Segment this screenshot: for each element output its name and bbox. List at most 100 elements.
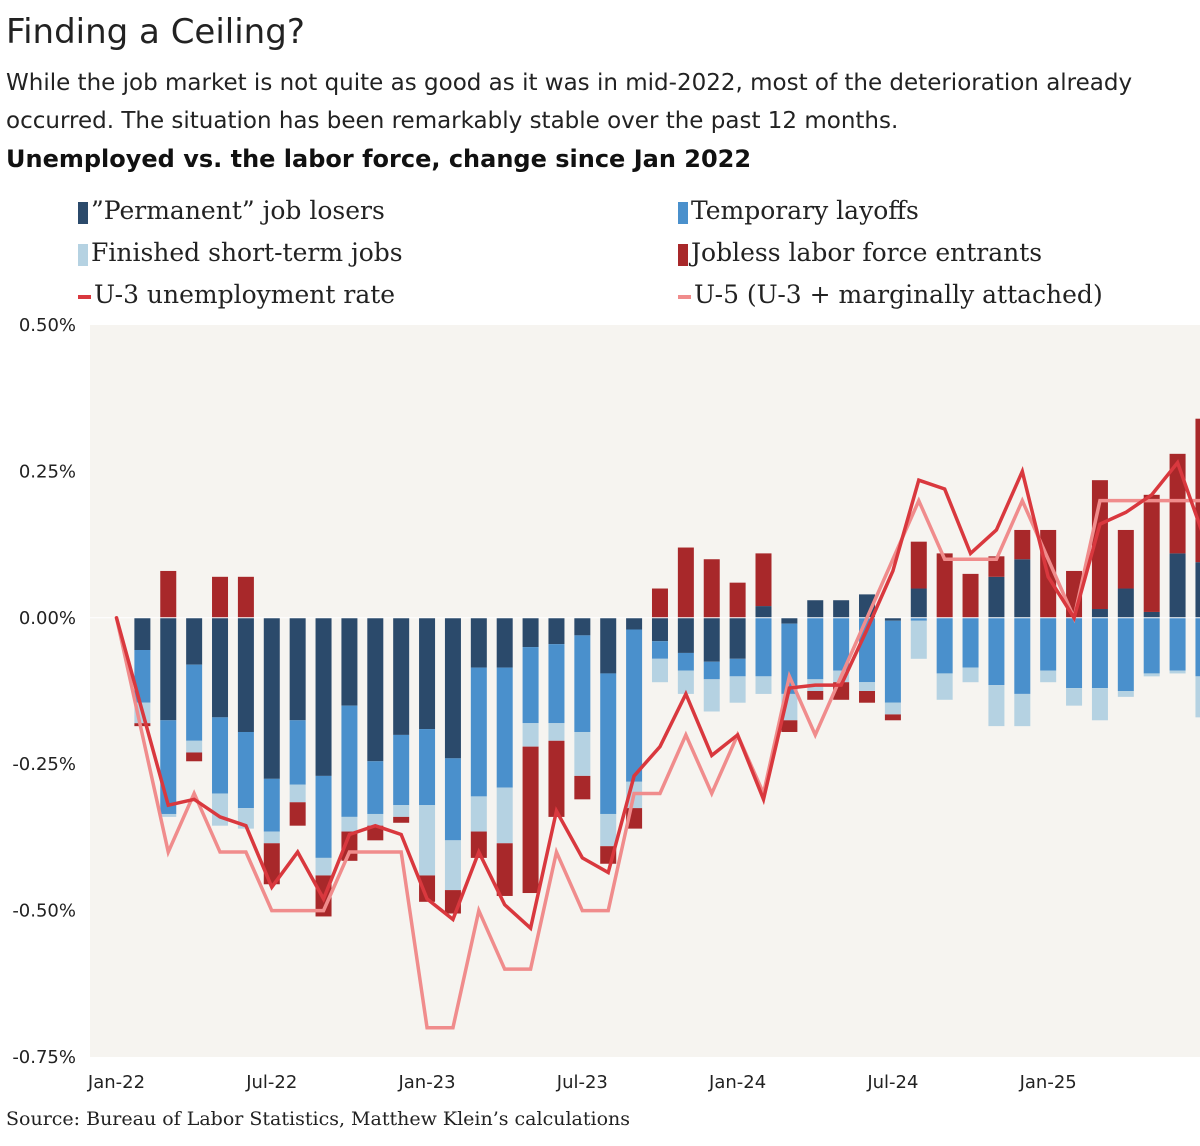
bar-permanent	[470, 617, 487, 668]
chart-title: Finding a Ceiling?	[6, 12, 305, 52]
bar-short_term	[600, 813, 617, 847]
bar-entrants	[134, 723, 151, 727]
bar-short_term	[315, 857, 332, 876]
bar-permanent	[755, 606, 772, 618]
bar-entrants	[496, 843, 513, 896]
bar-entrants	[936, 553, 953, 618]
bar-temporary	[1117, 617, 1134, 691]
legend-item-permanent: ”Permanent” job losers	[78, 196, 385, 225]
bar-permanent	[367, 617, 384, 762]
legend-item-temporary: Temporary layoffs	[678, 196, 919, 225]
bar-permanent	[1143, 611, 1160, 618]
legend-label-temporary: Temporary layoffs	[691, 196, 919, 225]
bar-temporary	[496, 667, 513, 788]
bar-entrants	[470, 831, 487, 858]
bar-short_term	[1143, 673, 1160, 677]
x-tick-label: Jan-24	[708, 1072, 766, 1093]
bar-entrants	[574, 775, 591, 800]
bar-permanent	[988, 576, 1005, 618]
bar-permanent	[289, 617, 306, 721]
bar-temporary	[1066, 617, 1083, 689]
bar-permanent	[651, 617, 668, 642]
bar-short_term	[651, 658, 668, 683]
bar-temporary	[1091, 617, 1108, 689]
bar-entrants	[962, 573, 979, 618]
bar-entrants	[1143, 494, 1160, 612]
bar-entrants	[522, 746, 539, 894]
bar-permanent	[781, 617, 798, 624]
bar-temporary	[444, 758, 461, 841]
bar-entrants	[160, 570, 177, 618]
bar-temporary	[755, 617, 772, 677]
legend-swatch-u3	[78, 294, 91, 299]
x-tick-label: Jul-23	[556, 1072, 608, 1093]
bar-short_term	[212, 793, 229, 826]
bar-permanent	[729, 617, 746, 659]
chart-heading: Unemployed vs. the labor force, change s…	[6, 145, 752, 173]
bar-permanent	[884, 617, 901, 621]
bar-short_term	[367, 813, 384, 826]
source-note: Source: Bureau of Labor Statistics, Matt…	[6, 1108, 630, 1130]
x-tick-label: Jul-22	[245, 1072, 297, 1093]
bar-permanent	[548, 617, 565, 645]
bar-permanent	[910, 588, 927, 618]
bar-permanent	[1169, 553, 1186, 618]
bar-permanent	[160, 617, 177, 721]
legend-swatch-u5	[678, 294, 691, 299]
legend-label-u5: U-5 (U-3 + marginally attached)	[694, 280, 1103, 309]
bar-temporary	[651, 641, 668, 659]
bar-entrants	[859, 691, 876, 703]
bar-temporary	[729, 658, 746, 677]
bar-temporary	[962, 617, 979, 668]
legend-label-entrants: Jobless labor force entrants	[691, 238, 1043, 267]
bar-short_term	[988, 685, 1005, 727]
bar-temporary	[1014, 617, 1031, 694]
bar-temporary	[470, 667, 487, 797]
legend-item-short_term: Finished short-term jobs	[78, 238, 403, 267]
bar-entrants	[237, 576, 254, 618]
bar-entrants	[548, 740, 565, 817]
bar-permanent	[263, 617, 280, 779]
bar-permanent	[419, 617, 436, 730]
bar-permanent	[315, 617, 332, 776]
bar-short_term	[1091, 688, 1108, 721]
x-tick-label: Jul-24	[866, 1072, 918, 1093]
bar-short_term	[186, 740, 203, 753]
bar-entrants	[393, 816, 410, 823]
bar-short_term	[548, 723, 565, 741]
legend-swatch-short_term	[78, 243, 88, 266]
bar-short_term	[496, 787, 513, 844]
bar-short_term	[289, 784, 306, 803]
bar-temporary	[212, 717, 229, 794]
bar-permanent	[1091, 609, 1108, 618]
bar-permanent	[626, 617, 643, 630]
bar-temporary	[1143, 617, 1160, 674]
bar-entrants	[1195, 418, 1200, 563]
bar-temporary	[833, 617, 850, 671]
bar-short_term	[962, 667, 979, 683]
bar-entrants	[212, 576, 229, 618]
bar-temporary	[289, 720, 306, 785]
chart-subtitle: While the job market is not quite as goo…	[6, 70, 1133, 134]
bar-short_term	[1066, 688, 1083, 706]
bar-temporary	[237, 731, 254, 809]
bar-permanent	[212, 617, 229, 718]
x-tick-label: Jan-23	[397, 1072, 455, 1093]
y-tick-label: -0.75%	[12, 1047, 76, 1068]
bar-temporary	[884, 620, 901, 703]
y-tick-label: -0.50%	[12, 901, 76, 922]
bar-short_term	[729, 676, 746, 703]
bar-entrants	[289, 802, 306, 826]
bar-entrants	[703, 559, 720, 618]
bar-permanent	[393, 617, 410, 735]
legend-label-permanent: ”Permanent” job losers	[91, 196, 385, 225]
bar-permanent	[1117, 588, 1134, 618]
bar-short_term	[1014, 693, 1031, 727]
y-tick-label: 0.25%	[19, 461, 76, 482]
bar-temporary	[522, 647, 539, 724]
bar-entrants	[884, 714, 901, 721]
bar-permanent	[1014, 559, 1031, 618]
bar-short_term	[470, 796, 487, 832]
bar-short_term	[393, 805, 410, 817]
line-u5	[114, 496, 1200, 1030]
